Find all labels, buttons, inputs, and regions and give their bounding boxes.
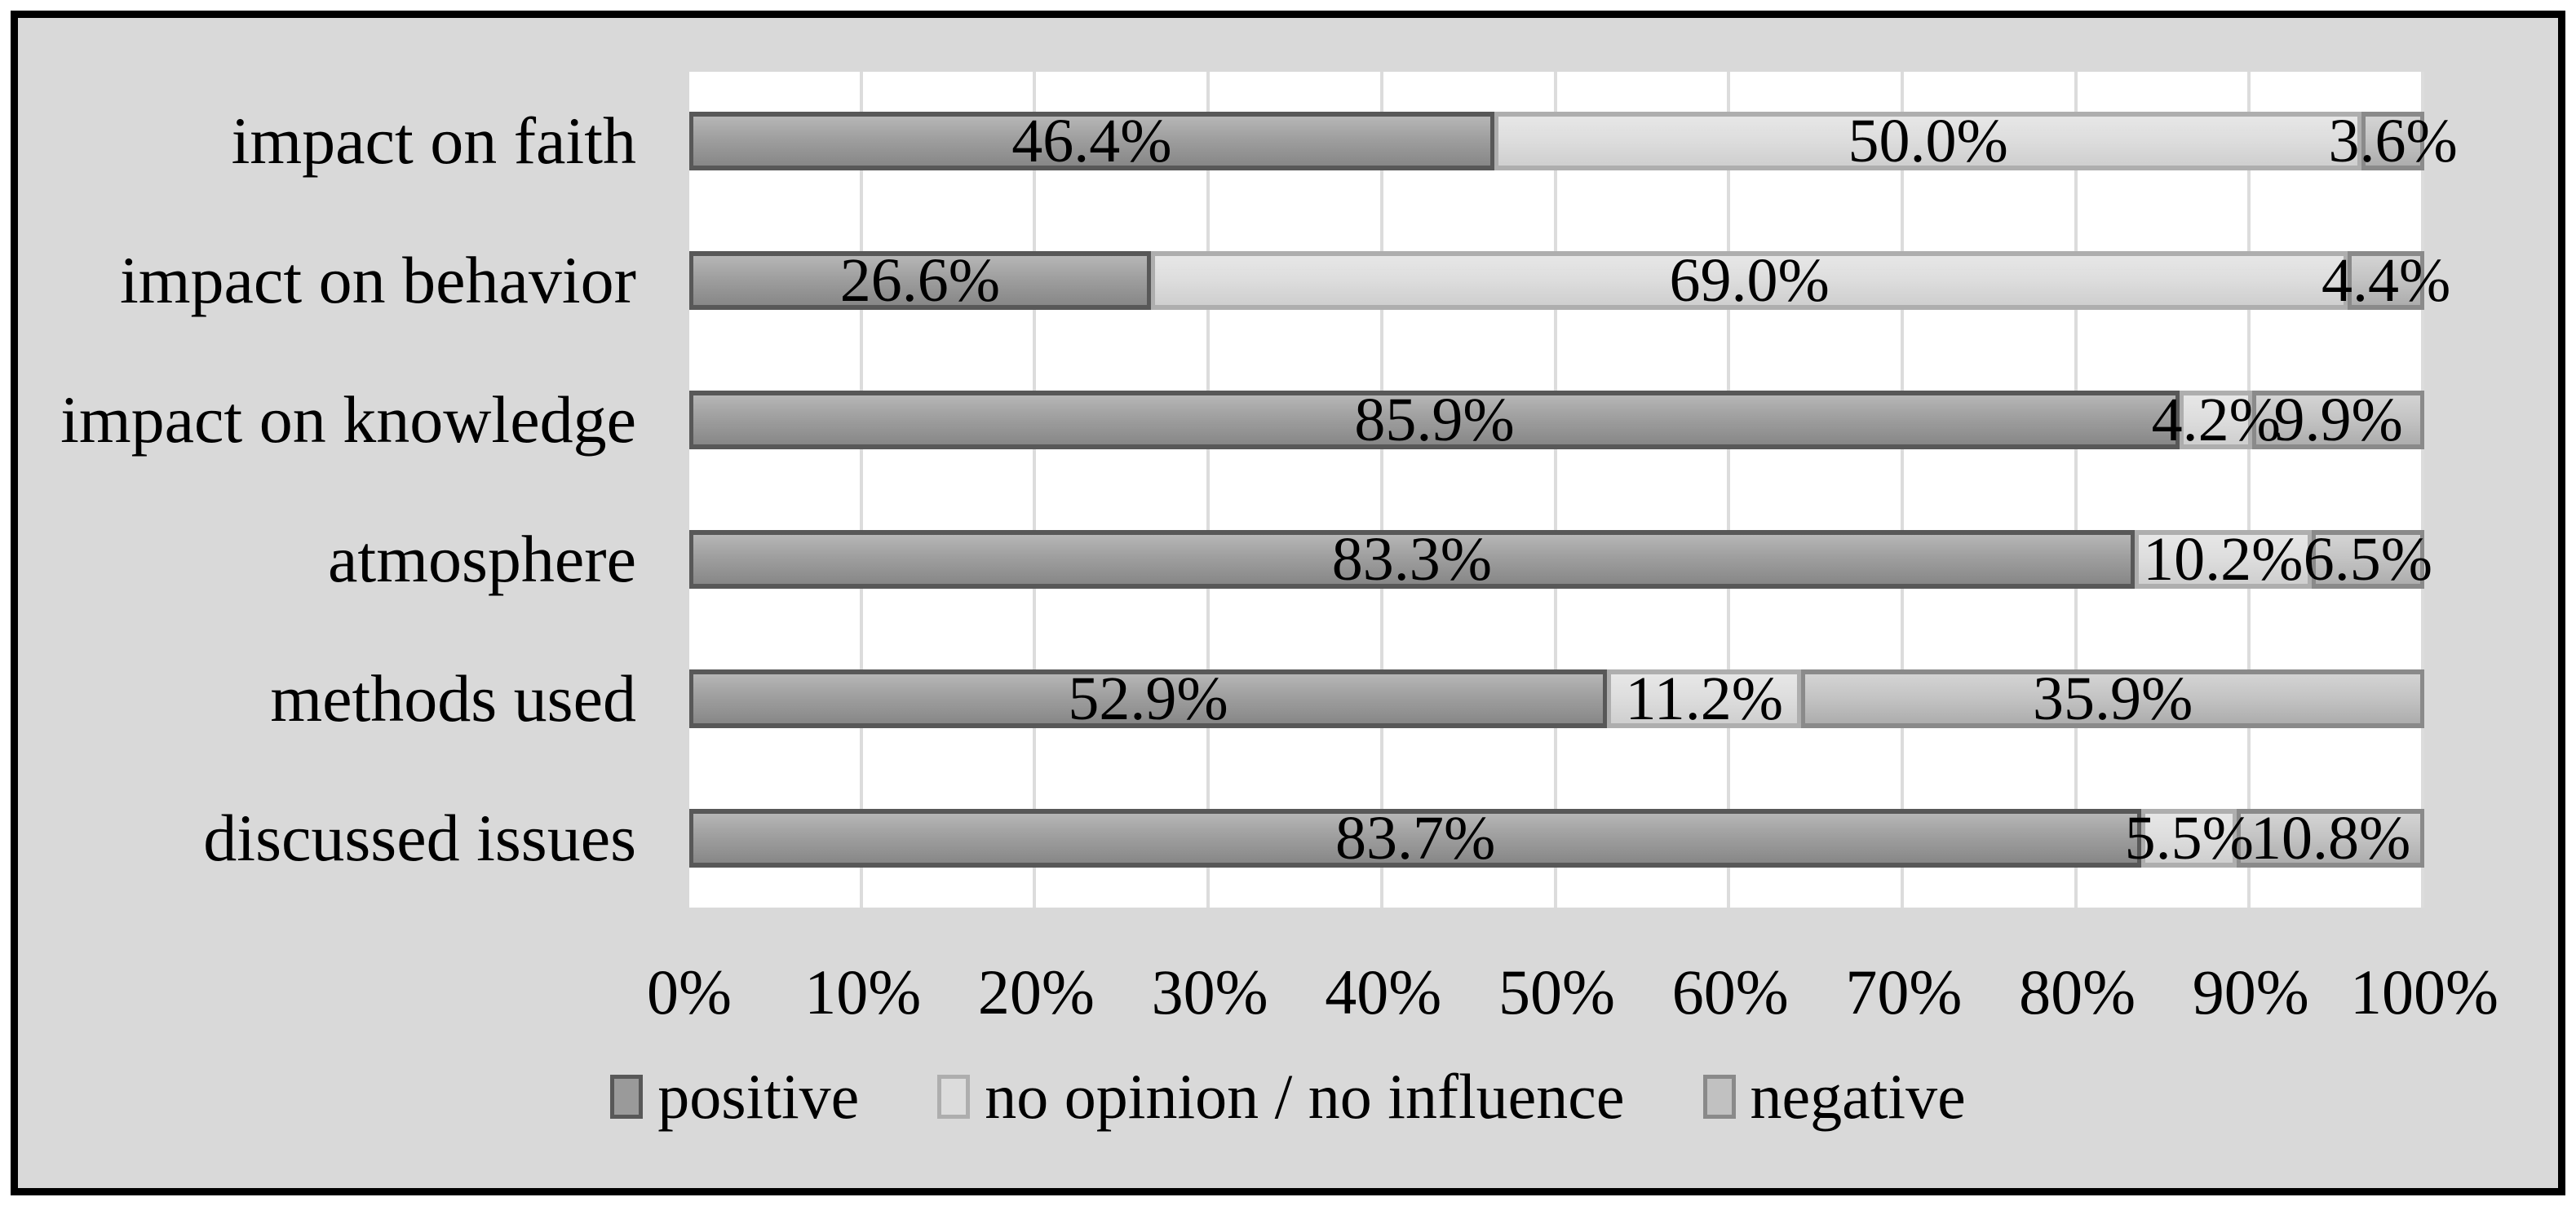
category-label: impact on behavior bbox=[119, 243, 636, 318]
bar-segment-value-label: 10.8% bbox=[2250, 803, 2411, 872]
x-tick-label: 20% bbox=[977, 956, 1095, 1027]
bar-segment-positive: 85.9% bbox=[689, 386, 2180, 455]
bar-row: 83.7% 5.5% 10.8% bbox=[689, 803, 2424, 872]
bar-segment-positive: 83.3% bbox=[689, 524, 2135, 594]
bar-segment-value-label: 35.9% bbox=[2033, 664, 2193, 733]
legend: positive no opinion / no influence negat… bbox=[18, 1049, 2558, 1144]
legend-item-negative: negative bbox=[1702, 1061, 1966, 1132]
bar-segment-no-opinion: 4.2% bbox=[2152, 389, 2281, 451]
bar-row: 26.6% 69.0% 4.4% bbox=[689, 246, 2450, 316]
gridline bbox=[1727, 72, 1731, 908]
bar-row: 46.4% 50.0% 3.6% bbox=[689, 107, 2458, 176]
bar-segment-value-label: 46.4% bbox=[1011, 107, 1172, 176]
legend-key-negative bbox=[1702, 1075, 1736, 1119]
bar-segment-negative: 10.8% bbox=[2237, 803, 2424, 872]
gridline bbox=[1379, 72, 1383, 908]
bar-row: 85.9% 4.2% 9.9% bbox=[689, 386, 2424, 455]
legend-label: no opinion / no influence bbox=[985, 1061, 1625, 1132]
bar-segment-value-label: 83.7% bbox=[1334, 803, 1496, 872]
bar-segment-value-label: 5.5% bbox=[2124, 803, 2254, 872]
bar-segment-value-label: 3.6% bbox=[2328, 107, 2458, 176]
legend-item-no-opinion: no opinion / no influence bbox=[937, 1061, 1625, 1132]
x-tick-label: 30% bbox=[1151, 956, 1268, 1027]
bar-segment-value-label: 69.0% bbox=[1669, 246, 1830, 316]
x-tick-label: 60% bbox=[1671, 956, 1789, 1027]
x-axis: 0% 10% 20% 30% 40% 50% 60% 70% 80% 90% 1… bbox=[647, 939, 2499, 1045]
bar-segment-no-opinion: 5.5% bbox=[2125, 807, 2254, 869]
x-tick-label: 40% bbox=[1325, 956, 1442, 1027]
bar-segment-value-label: 50.0% bbox=[1848, 107, 2008, 176]
bar-segment-positive: 52.9% bbox=[689, 664, 1608, 733]
bar-segment-positive: 83.7% bbox=[689, 803, 2142, 872]
gridline bbox=[1206, 72, 1211, 908]
x-tick-label: 100% bbox=[2350, 956, 2499, 1027]
bar-segment-value-label: 85.9% bbox=[1354, 386, 1515, 455]
legend-key-positive bbox=[610, 1075, 644, 1119]
bar-row: 52.9% 11.2% 35.9% bbox=[689, 664, 2424, 733]
category-label: impact on knowledge bbox=[60, 382, 636, 457]
bar-segment-positive: 26.6% bbox=[689, 246, 1151, 316]
category-label: atmosphere bbox=[328, 521, 636, 596]
bar-segment-negative: 6.5% bbox=[2304, 528, 2432, 590]
bar-segment-value-label: 4.2% bbox=[2151, 386, 2281, 455]
gridline bbox=[1033, 72, 1037, 908]
bar-segment-negative: 9.9% bbox=[2252, 386, 2424, 455]
category-label: methods used bbox=[270, 660, 636, 736]
bar-segment-negative: 35.9% bbox=[1801, 664, 2424, 733]
bar-segment-value-label: 52.9% bbox=[1068, 664, 1228, 733]
x-tick-label: 10% bbox=[804, 956, 922, 1027]
bar-segment-positive: 46.4% bbox=[689, 107, 1494, 176]
category-label: impact on faith bbox=[231, 104, 636, 179]
bar-segment-value-label: 26.6% bbox=[839, 246, 1001, 316]
gridline bbox=[2247, 72, 2251, 908]
legend-item-positive: positive bbox=[610, 1065, 859, 1129]
x-tick-label: 0% bbox=[647, 956, 732, 1027]
legend-key-no-opinion bbox=[937, 1075, 971, 1119]
bar-segment-no-opinion: 69.0% bbox=[1150, 246, 2348, 316]
bar-segment-no-opinion: 10.2% bbox=[2134, 524, 2312, 594]
bar-segment-value-label: 6.5% bbox=[2303, 524, 2433, 594]
gridline bbox=[1900, 72, 1904, 908]
bar-segment-no-opinion: 11.2% bbox=[1607, 664, 1802, 733]
x-tick-label: 50% bbox=[1498, 956, 1615, 1027]
x-tick-label: 70% bbox=[1845, 956, 1963, 1027]
bar-segment-negative: 3.6% bbox=[2329, 110, 2458, 172]
bar-segment-negative: 4.4% bbox=[2321, 250, 2450, 311]
bar-segment-value-label: 11.2% bbox=[1625, 664, 1784, 733]
gridline bbox=[2421, 72, 2424, 908]
bar-segment-value-label: 10.2% bbox=[2143, 524, 2304, 594]
legend-label: positive bbox=[657, 1061, 860, 1132]
chart-frame: 46.4% 50.0% 3.6% 26.6% 69.0% 4.4% 85.9% 4.2% 9… bbox=[11, 11, 2565, 1195]
plot-area: 46.4% 50.0% 3.6% 26.6% 69.0% 4.4% 85.9% 4.2% 9… bbox=[689, 72, 2458, 908]
gridline bbox=[2074, 72, 2078, 908]
bar-segment-value-label: 83.3% bbox=[1331, 524, 1493, 594]
x-tick-label: 90% bbox=[2192, 956, 2309, 1027]
legend-label: negative bbox=[1750, 1061, 1966, 1132]
gridline bbox=[859, 72, 863, 908]
bar-segment-value-label: 9.9% bbox=[2273, 386, 2403, 455]
bar-row: 83.3% 10.2% 6.5% bbox=[689, 524, 2432, 594]
bar-segment-no-opinion: 50.0% bbox=[1494, 107, 2362, 176]
x-tick-label: 80% bbox=[2019, 956, 2136, 1027]
category-label: discussed issues bbox=[203, 800, 636, 875]
gridline bbox=[1553, 72, 1557, 908]
bar-segment-value-label: 4.4% bbox=[2321, 246, 2451, 316]
